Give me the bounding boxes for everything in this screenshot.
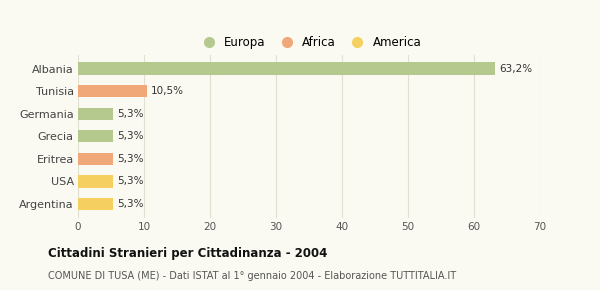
Legend: Europa, Africa, America: Europa, Africa, America <box>192 32 426 54</box>
Bar <box>78 198 113 210</box>
Bar <box>78 130 113 142</box>
Bar <box>78 62 495 75</box>
Text: Cittadini Stranieri per Cittadinanza - 2004: Cittadini Stranieri per Cittadinanza - 2… <box>48 247 328 260</box>
Text: 5,3%: 5,3% <box>117 199 143 209</box>
Bar <box>78 85 148 97</box>
Text: 5,3%: 5,3% <box>117 154 143 164</box>
Text: 5,3%: 5,3% <box>117 109 143 119</box>
Bar <box>78 175 113 188</box>
Text: 63,2%: 63,2% <box>499 64 532 74</box>
Text: 10,5%: 10,5% <box>151 86 184 96</box>
Text: COMUNE DI TUSA (ME) - Dati ISTAT al 1° gennaio 2004 - Elaborazione TUTTITALIA.IT: COMUNE DI TUSA (ME) - Dati ISTAT al 1° g… <box>48 271 456 281</box>
Bar <box>78 108 113 120</box>
Text: 5,3%: 5,3% <box>117 131 143 141</box>
Text: 5,3%: 5,3% <box>117 176 143 186</box>
Bar <box>78 153 113 165</box>
